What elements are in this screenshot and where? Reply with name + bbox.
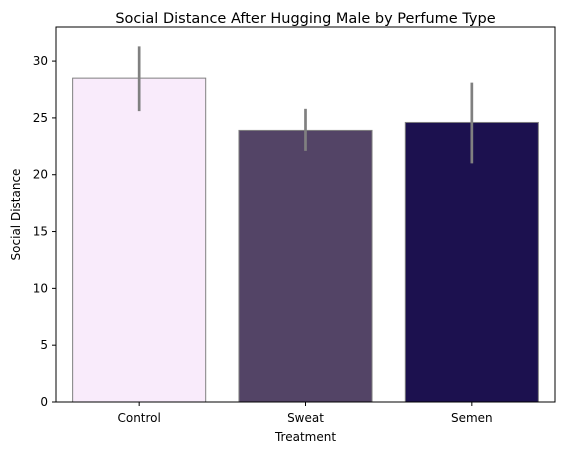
y-tick-label: 10 — [33, 281, 48, 295]
x-tick-label: Sweat — [287, 411, 324, 425]
y-tick-label: 15 — [33, 225, 48, 239]
error-bars-layer — [137, 46, 474, 164]
x-axis-ticks: Control Sweat Semen — [117, 402, 493, 425]
bar-sweat — [238, 129, 373, 403]
y-tick-label: 5 — [40, 338, 48, 352]
y-tick-label: 0 — [40, 395, 48, 409]
y-axis-ticks: 0 5 10 15 20 25 30 — [33, 54, 56, 409]
x-axis-label: Treatment — [274, 430, 336, 444]
y-tick-label: 25 — [33, 111, 48, 125]
bar-semen — [404, 121, 539, 403]
y-tick-label: 20 — [33, 168, 48, 182]
x-tick-label: Semen — [451, 411, 493, 425]
y-axis-label: Social Distance — [9, 169, 23, 261]
bar-control — [72, 77, 207, 403]
chart-title: Social Distance After Hugging Male by Pe… — [115, 11, 495, 27]
y-tick-label: 30 — [33, 54, 48, 68]
x-tick-label: Control — [117, 411, 160, 425]
